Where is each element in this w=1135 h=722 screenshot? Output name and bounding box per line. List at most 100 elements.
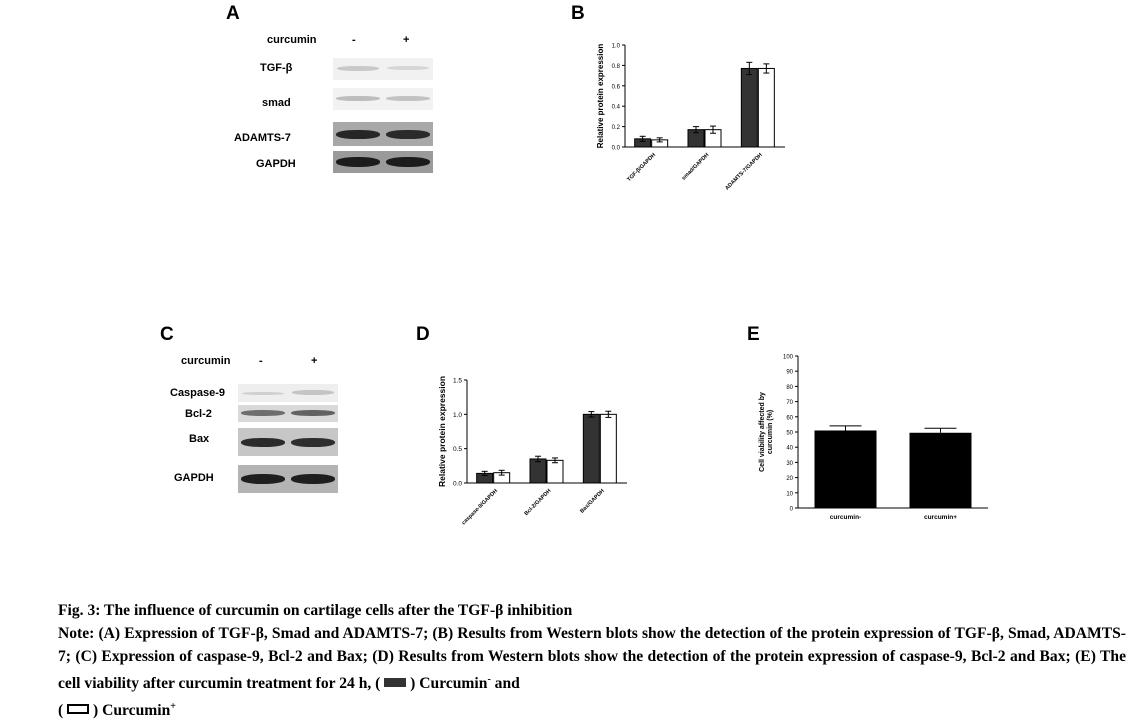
western-blot-strip <box>333 151 433 173</box>
y-axis-label: Relative protein expression <box>596 44 605 149</box>
chart-bar <box>546 459 564 484</box>
y-tick-label: 80 <box>786 385 793 391</box>
western-blot-band <box>336 96 380 101</box>
y-tick-label: 40 <box>786 446 793 452</box>
chart-bar <box>814 430 877 508</box>
panel-a-letter: A <box>226 3 240 24</box>
panel-a-row-label: ADAMTS-7 <box>234 132 291 144</box>
legend-dark-label: ) Curcumin <box>410 675 488 693</box>
y-tick-label: 1.0 <box>612 44 621 50</box>
y-tick-label: 0 <box>790 507 794 513</box>
panel-a-row-label: TGF-β <box>260 62 293 74</box>
western-blot-band <box>386 130 430 139</box>
y-tick-label: 0.8 <box>612 64 621 70</box>
legend-light-label: ) Curcumin <box>93 702 171 720</box>
x-tick-label: Bax/GAPDH <box>579 488 606 515</box>
western-blot-band <box>291 438 335 447</box>
western-blot-band <box>241 410 285 416</box>
chart-b: 0.0 0.2 0.4 0.6 0.8 1.0 Relative protein expre… <box>596 44 785 192</box>
y-tick-label: 1.5 <box>453 378 462 385</box>
x-tick-label: ADAMTS-7/GAPDH <box>724 152 763 191</box>
caption-note-text: Note: (A) Expression of TGF-β, Smad and … <box>58 625 1126 693</box>
y-tick-label: 1.0 <box>453 412 462 419</box>
y-tick-label: 60 <box>786 415 793 421</box>
y-tick-label: 10 <box>786 491 793 497</box>
western-blot-band <box>291 410 335 416</box>
caption-note: Note: (A) Expression of TGF-β, Smad and … <box>58 622 1126 722</box>
chart-d: 0.0 0.5 1.0 1.5 Relative protein expression c… <box>437 376 627 526</box>
panel-a-header: curcumin <box>267 34 317 46</box>
x-tick-label: curcumin+ <box>924 514 957 521</box>
western-blot-band <box>386 96 430 101</box>
panel-a-row-label: smad <box>262 97 291 109</box>
panel-c-row-label: GAPDH <box>174 472 214 484</box>
caption-paren: ( <box>58 702 64 720</box>
western-blot-band <box>386 157 430 167</box>
y-tick-label: 100 <box>783 355 794 361</box>
western-blot-strip <box>333 58 433 80</box>
chart-bar <box>757 67 775 148</box>
caption-title: Fig. 3: The influence of curcumin on car… <box>58 602 573 619</box>
panel-d-letter: D <box>416 324 430 345</box>
western-blot-strip <box>238 384 338 402</box>
western-blot-strip <box>238 428 338 456</box>
western-blot-band <box>242 392 284 395</box>
chart-e: 0 10 20 30 40 50 60 70 80 90 100 Cell viability aff… <box>759 355 988 521</box>
caption-and: and <box>490 675 520 693</box>
y-axis-label-line: Cell viability affected by <box>759 392 766 472</box>
legend-light-swatch <box>67 704 90 715</box>
x-tick-label: caspase-9/GAPDH <box>461 488 499 526</box>
panel-c-row-label: Bax <box>189 433 210 445</box>
western-blot-band <box>292 390 334 395</box>
x-tick-label: curcumin- <box>830 514 861 521</box>
western-blot-band <box>336 157 380 167</box>
panel-c-lane-plus: + <box>311 355 318 367</box>
western-blot-strip <box>333 88 433 110</box>
panel-c-letter: C <box>160 324 174 345</box>
x-tick-label: smad/GAPDH <box>681 152 711 182</box>
chart-bar <box>582 413 600 484</box>
y-tick-label: 20 <box>786 476 793 482</box>
chart-bar <box>909 432 972 508</box>
western-blot-band <box>291 474 335 484</box>
y-tick-label: 0.5 <box>453 446 462 453</box>
x-tick-label: Bcl-2/GAPDH <box>524 488 553 517</box>
chart-bar <box>740 67 758 148</box>
western-blot-strip <box>238 465 338 493</box>
panel-c-header: curcumin <box>181 355 231 367</box>
chart-bar <box>529 458 547 484</box>
y-axis-label: Relative protein expression <box>437 376 447 487</box>
western-blot-strip <box>333 122 433 146</box>
y-axis-label: Cell viability affected bycurcumin (%) <box>759 392 774 472</box>
chart-bar <box>599 413 617 484</box>
y-tick-label: 30 <box>786 461 793 467</box>
y-tick-label: 0.2 <box>612 125 621 131</box>
y-tick-label: 90 <box>786 370 793 376</box>
western-blot-band <box>337 66 379 71</box>
western-blot-band <box>241 438 285 447</box>
legend-dark-sup: - <box>487 674 491 685</box>
y-tick-label: 0.6 <box>612 84 621 90</box>
panel-a-lane-minus: - <box>352 34 356 46</box>
figure-caption: Fig. 3: The influence of curcumin on car… <box>58 599 1126 722</box>
panel-b-letter: B <box>571 3 585 24</box>
y-tick-label: 0.0 <box>453 481 462 488</box>
y-tick-label: 0.0 <box>612 146 621 152</box>
y-tick-label: 70 <box>786 400 793 406</box>
panel-c-row-label: Bcl-2 <box>185 408 212 420</box>
y-tick-label: 0.4 <box>612 105 621 111</box>
western-blot-strip <box>238 405 338 422</box>
panel-e-letter: E <box>747 324 760 345</box>
western-blot-band <box>336 130 380 139</box>
panel-c-lane-minus: - <box>259 355 263 367</box>
panel-a-lane-plus: + <box>403 34 410 46</box>
y-tick-label: 50 <box>786 431 793 437</box>
legend-dark-swatch <box>384 678 407 688</box>
panel-a-row-label: GAPDH <box>256 158 296 170</box>
western-blot-band <box>241 474 285 484</box>
x-tick-label: TGF-β/GAPDH <box>626 152 657 183</box>
legend-light-sup: + <box>170 701 176 713</box>
western-blot-band <box>387 66 429 70</box>
panel-c-row-label: Caspase-9 <box>170 387 226 399</box>
y-axis-label-line: curcumin (%) <box>767 410 774 454</box>
